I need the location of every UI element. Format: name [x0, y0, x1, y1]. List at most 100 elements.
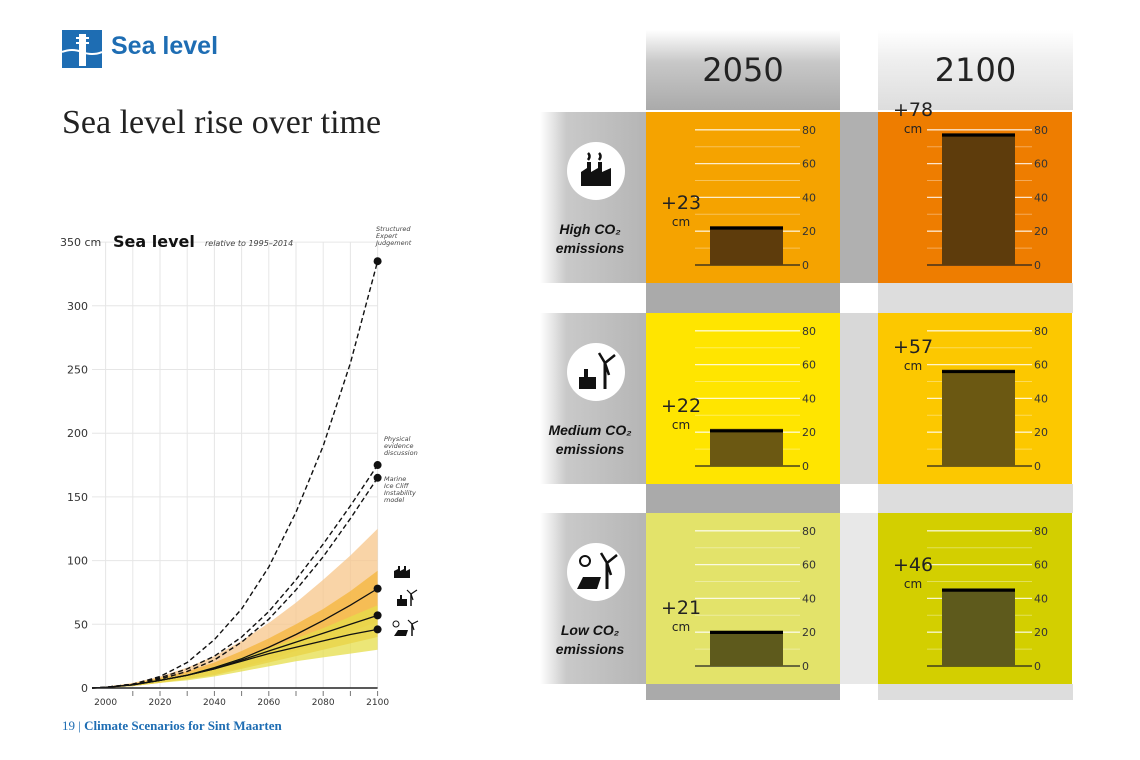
- bar: [942, 369, 1015, 466]
- section-title: Sea level: [111, 32, 219, 60]
- y-tick-label: 80: [1034, 325, 1048, 338]
- y-tick-350: 350 cm: [60, 236, 101, 249]
- y-tick-label: 0: [802, 259, 809, 272]
- y-tick-label: 20: [1034, 225, 1048, 238]
- y-tick-label: 60: [1034, 359, 1048, 372]
- series-endpoint: [373, 584, 382, 593]
- y-tick-label: 60: [1034, 559, 1048, 572]
- y-tick-label: 80: [802, 525, 816, 538]
- bar: [710, 226, 783, 265]
- y-tick-label: 0: [81, 682, 88, 695]
- unit-label: cm: [903, 358, 923, 373]
- y-tick-label: 0: [1034, 660, 1041, 673]
- y-tick-label: 200: [67, 427, 88, 440]
- y-tick-label: 0: [802, 660, 809, 673]
- row-label-medium: Medium CO₂ emissions: [540, 313, 646, 484]
- y-tick-label: 250: [67, 364, 88, 377]
- column-label: 2050: [702, 51, 784, 89]
- y-tick-label: 40: [1034, 392, 1048, 405]
- y-tick-label: 60: [802, 359, 816, 372]
- factory-wind-turbine-icon: [397, 589, 418, 606]
- value-label: +46 cm: [893, 556, 933, 594]
- unit-label: cm: [671, 215, 691, 230]
- page-title: Sea level rise over time: [62, 104, 382, 141]
- divider: [646, 484, 840, 513]
- bar-chart: 0 20 40 60 80: [927, 525, 1048, 673]
- bar-chart: 0 20 40 60 80: [695, 325, 816, 473]
- x-tick-label: 2000: [94, 698, 117, 708]
- bar-chart: 0 20 40 60 80: [927, 124, 1048, 272]
- value-label: +23 cm: [661, 194, 701, 232]
- y-tick-label: 60: [1034, 158, 1048, 171]
- y-tick-label: 20: [1034, 426, 1048, 439]
- solar-wind-icon: [567, 543, 625, 601]
- unit-label: cm: [903, 122, 923, 137]
- annotation-sej: Structured Expert Judgement: [374, 225, 412, 247]
- divider: [646, 283, 840, 313]
- scenario-label: Low CO₂ emissions: [555, 622, 625, 657]
- factory-wind-turbine-icon: [567, 343, 625, 401]
- y-tick-label: 60: [802, 559, 816, 572]
- y-tick-label: 20: [802, 426, 816, 439]
- footer: 19 | Climate Scenarios for Sint Maarten: [62, 718, 282, 734]
- y-tick-label: 0: [1034, 259, 1041, 272]
- bar: [710, 428, 783, 466]
- row-label-high: High CO₂ emissions: [540, 112, 646, 283]
- series-endpoint: [373, 461, 382, 470]
- annotation-physical-evidence: Physical evidence discussion: [384, 435, 418, 457]
- column-header-2100: 2100: [878, 30, 1073, 110]
- series-endpoint: [373, 257, 382, 266]
- x-tick-label: 2040: [203, 698, 226, 708]
- value-label: +78 cm: [893, 101, 933, 139]
- panel-low-2100: +46 cm 0 20 40 60 80: [878, 513, 1072, 684]
- panel-medium-2050: +22 cm 0 20 40 60 80: [646, 313, 840, 484]
- series-endpoint: [373, 473, 382, 482]
- y-tick-label: 80: [1034, 124, 1048, 137]
- unit-label: cm: [903, 577, 923, 592]
- divider: [878, 283, 1073, 313]
- divider: [646, 684, 840, 700]
- y-tick-label: 300: [67, 300, 88, 313]
- factory-icon: [394, 566, 410, 578]
- value-label: +22 cm: [661, 396, 701, 435]
- y-tick-label: 50: [74, 618, 88, 631]
- bar-chart: 0 20 40 60 80: [695, 124, 816, 272]
- x-tick-label: 2100: [366, 698, 389, 708]
- factory-icon: [567, 142, 625, 200]
- series-endpoint: [373, 625, 382, 634]
- y-tick-label: 150: [67, 491, 88, 504]
- panel-medium-2100: +57 cm 0 20 40 60 80: [878, 313, 1072, 484]
- panel-low-2050: +21 cm 0 20 40 60 80: [646, 513, 840, 684]
- y-tick-label: 40: [802, 592, 816, 605]
- y-tick-label: 80: [802, 124, 816, 137]
- series-line-low: [91, 628, 378, 689]
- tide-gauge-icon: [61, 30, 103, 68]
- x-tick-label: 2020: [149, 698, 172, 708]
- panel-high-2100: +78 cm 0 20 40 60 80: [878, 101, 1072, 283]
- bar: [942, 588, 1015, 666]
- scenario-label: High CO₂ emissions: [555, 221, 625, 256]
- y-tick-label: 40: [802, 191, 816, 204]
- sea-level-line-chart: 0 50 100 150 200 250 300 2000 2020 2040 2060 2080 21…: [60, 225, 419, 708]
- scenario-label: Medium CO₂ emissions: [548, 422, 632, 457]
- bar: [710, 630, 783, 666]
- footer-separator: |: [78, 718, 81, 733]
- chart-title: Sea level: [113, 232, 195, 251]
- column-header-2050: 2050: [646, 30, 840, 110]
- y-tick-label: 20: [802, 225, 816, 238]
- bar: [942, 133, 1015, 265]
- divider: [878, 484, 1073, 513]
- annotation-mici: Marine Ice Cliff Instability model: [384, 475, 416, 504]
- divider: [840, 112, 878, 283]
- footer-text: Climate Scenarios for Sint Maarten: [84, 718, 282, 733]
- y-tick-label: 60: [802, 158, 816, 171]
- y-tick-label: 40: [1034, 592, 1048, 605]
- column-label: 2100: [934, 51, 1017, 89]
- divider: [878, 684, 1073, 700]
- solar-wind-icon: [392, 619, 419, 636]
- y-tick-label: 100: [67, 555, 88, 568]
- uncertainty-band-low: [92, 605, 378, 688]
- divider: [840, 313, 878, 484]
- value-label: +21 cm: [661, 598, 701, 637]
